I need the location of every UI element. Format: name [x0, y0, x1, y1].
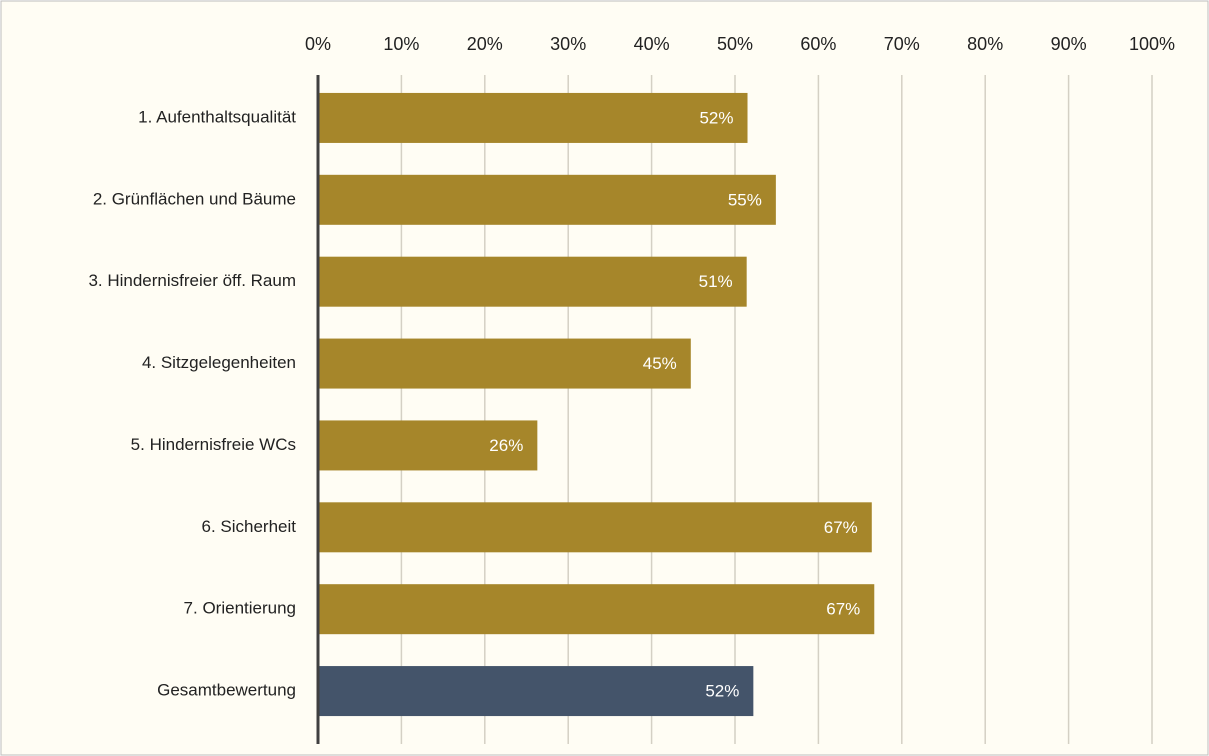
y-tick-label: 1. Aufenthaltsqualität [138, 107, 296, 126]
x-tick-label: 60% [800, 34, 836, 54]
bar [318, 338, 691, 389]
y-tick-label: Gesamtbewertung [157, 681, 296, 700]
bar [318, 666, 754, 717]
x-tick-label: 90% [1051, 34, 1087, 54]
y-tick-label: 6. Sicherheit [202, 517, 297, 536]
data-label: 51% [699, 272, 733, 291]
x-tick-label: 0% [305, 34, 331, 54]
x-tick-label: 10% [383, 34, 419, 54]
x-tick-label: 50% [717, 34, 753, 54]
x-tick-label: 100% [1129, 34, 1175, 54]
x-tick-label: 30% [550, 34, 586, 54]
bar [318, 256, 747, 307]
x-tick-label: 70% [884, 34, 920, 54]
y-tick-label: 5. Hindernisfreie WCs [131, 435, 296, 454]
data-label: 52% [699, 108, 733, 127]
y-tick-label: 4. Sitzgelegenheiten [142, 353, 296, 372]
x-tick-label: 40% [634, 34, 670, 54]
bar [318, 420, 538, 471]
data-label: 67% [826, 600, 860, 619]
bar [318, 502, 872, 553]
bar [318, 92, 748, 143]
bar [318, 174, 776, 225]
y-tick-label: 2. Grünflächen und Bäume [93, 189, 296, 208]
data-label: 67% [824, 518, 858, 537]
x-tick-label: 80% [967, 34, 1003, 54]
data-label: 52% [705, 682, 739, 701]
x-tick-label: 20% [467, 34, 503, 54]
data-label: 45% [643, 354, 677, 373]
y-tick-label: 3. Hindernisfreier öff. Raum [88, 271, 296, 290]
data-label: 26% [489, 436, 523, 455]
data-label: 55% [728, 190, 762, 209]
bar [318, 584, 875, 635]
y-tick-label: 7. Orientierung [184, 599, 296, 618]
